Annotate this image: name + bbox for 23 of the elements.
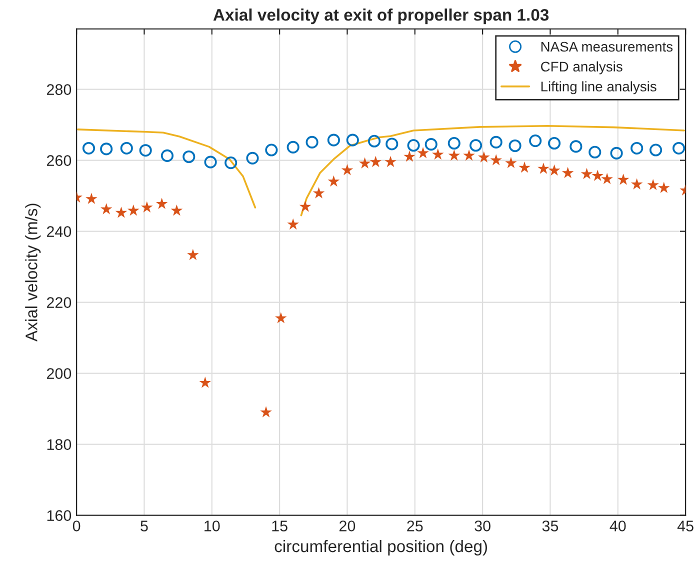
x-tick-label: 0	[72, 520, 80, 532]
y-tick-label: 260	[46, 155, 72, 166]
x-tick-label: 5	[140, 520, 148, 532]
y-tick-label: 180	[47, 439, 72, 450]
y-tick-label: 200	[46, 368, 72, 379]
y-tick-label: 220	[46, 297, 72, 308]
x-tick-label: 25	[407, 520, 423, 532]
x-tick-label: 40	[610, 520, 626, 532]
legend-label: CFD analysis	[540, 61, 622, 74]
x-tick-label: 15	[272, 520, 288, 532]
y-tick-label: 280	[46, 84, 72, 95]
chart-title: Axial velocity at exit of propeller span 1.03	[213, 8, 549, 24]
x-tick-label: 10	[204, 520, 220, 532]
legend-label: Lifting line analysis	[541, 81, 656, 94]
x-tick-label: 20	[340, 520, 356, 532]
x-tick-label: 45	[677, 520, 694, 532]
y-tick-label: 240	[46, 226, 72, 237]
legend-label: NASA measurements	[541, 42, 673, 52]
y-tick-label: 160	[47, 510, 72, 521]
y-axis-title: Axial velocity (m/s)	[25, 204, 41, 342]
x-tick-label: 35	[542, 520, 558, 532]
x-tick-label: 30	[474, 520, 490, 532]
x-axis-title: circumferential position (deg)	[274, 540, 488, 556]
